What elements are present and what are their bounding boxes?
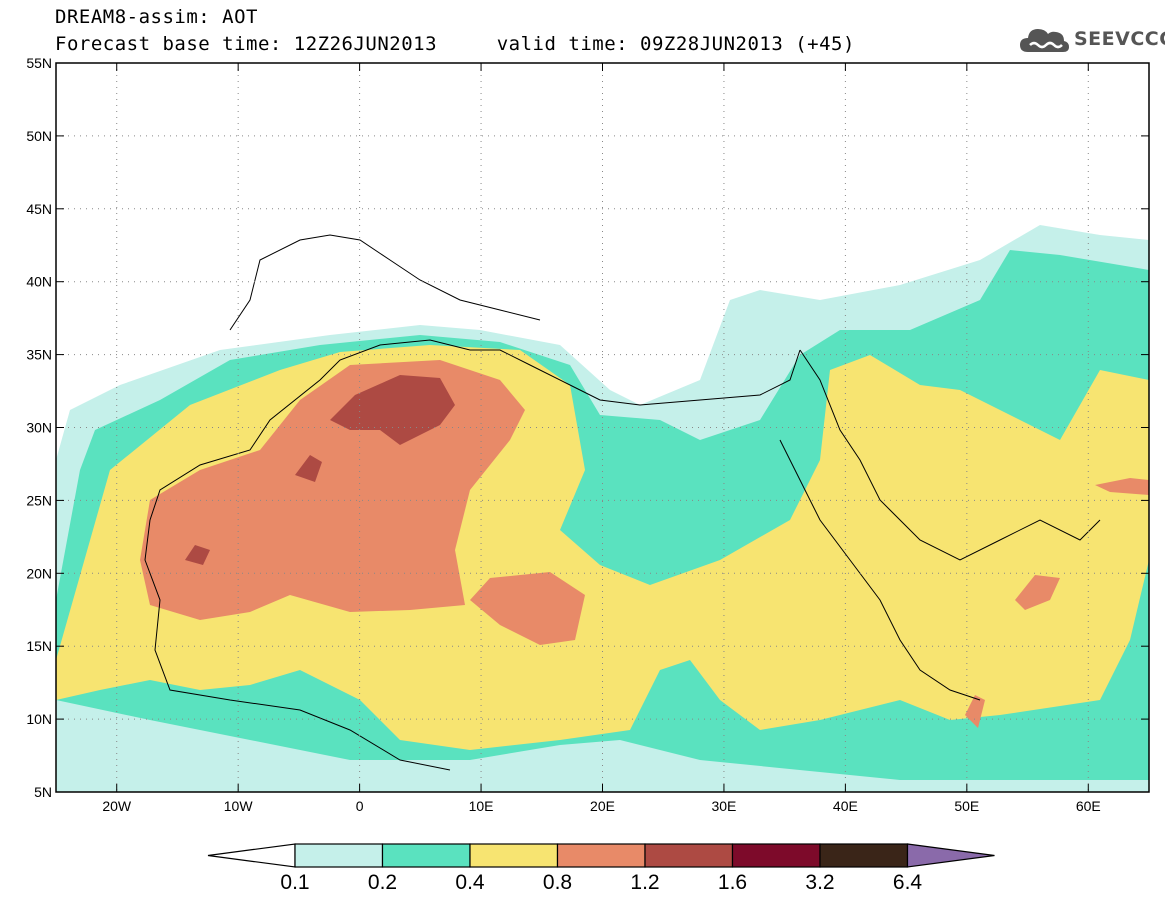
aot-contour-0.8-e xyxy=(965,695,985,728)
tick-label-lon: 20E xyxy=(590,798,615,814)
colorbar-segment xyxy=(644,843,734,868)
colorbar-label: 1.6 xyxy=(718,871,747,894)
aot-contour-1.2-c xyxy=(185,545,210,565)
colorbar-label: 0.2 xyxy=(368,871,397,894)
colorbar-label: 6.4 xyxy=(893,871,923,894)
colorbar-label: 0.4 xyxy=(455,871,485,894)
tick-label-lon: 30E xyxy=(711,798,736,814)
tick-label-lon: 40E xyxy=(833,798,858,814)
tick-label-lat: 20N xyxy=(26,565,52,581)
colorbar-segment xyxy=(556,843,646,868)
map-title: DREAM8-assim: AOT xyxy=(55,6,258,28)
cloud-icon xyxy=(1020,29,1069,52)
colorbar-label: 3.2 xyxy=(805,871,834,894)
colorbar-label: 1.2 xyxy=(630,871,659,894)
colorbar-segment xyxy=(469,843,559,868)
tick-label-lat: 35N xyxy=(26,347,52,363)
colorbar-segment xyxy=(381,843,471,868)
colorbar-segment xyxy=(906,843,995,868)
tick-label-lat: 25N xyxy=(26,492,52,508)
colorbar-segment xyxy=(819,843,909,868)
aot-contour-0.8-d xyxy=(1095,478,1149,495)
tick-label-lat: 10N xyxy=(26,711,52,727)
colorbar-segment xyxy=(207,843,296,868)
colorbar-segment xyxy=(294,843,384,868)
logo: SEEVCCC xyxy=(1018,22,1165,56)
coastlines xyxy=(144,234,1101,771)
aot-contour-0.8-c xyxy=(1015,575,1060,610)
tick-label-lat: 45N xyxy=(26,201,52,217)
tick-label-lat: 50N xyxy=(26,128,52,144)
tick-label-lat: 55N xyxy=(26,55,52,71)
tick-label-lon: 60E xyxy=(1076,798,1101,814)
tick-label-lat: 40N xyxy=(26,274,52,290)
logo-text: SEEVCCC xyxy=(1074,28,1165,50)
tick-label-lon: 20W xyxy=(102,798,132,814)
colorbar-label: 0.8 xyxy=(543,871,572,894)
tick-label-lon: 10E xyxy=(469,798,494,814)
aot-contour-0.8-b xyxy=(470,572,585,645)
colorbar-label: 0.1 xyxy=(280,871,309,894)
tick-label-lon: 10W xyxy=(224,798,254,814)
tick-label-lat: 30N xyxy=(26,420,52,436)
tick-label-lon: 50E xyxy=(954,798,979,814)
tick-label-lon: 0 xyxy=(356,798,364,814)
forecast-time-line: Forecast base time: 12Z26JUN2013 valid t… xyxy=(55,33,855,55)
tick-label-lat: 15N xyxy=(26,638,52,654)
aot-field xyxy=(56,225,1149,792)
colorbar-segment xyxy=(731,843,821,868)
aot-contour-1.2 xyxy=(330,375,455,445)
aot-contour-1.2-b xyxy=(295,455,322,482)
tick-label-lat: 5N xyxy=(34,784,52,800)
